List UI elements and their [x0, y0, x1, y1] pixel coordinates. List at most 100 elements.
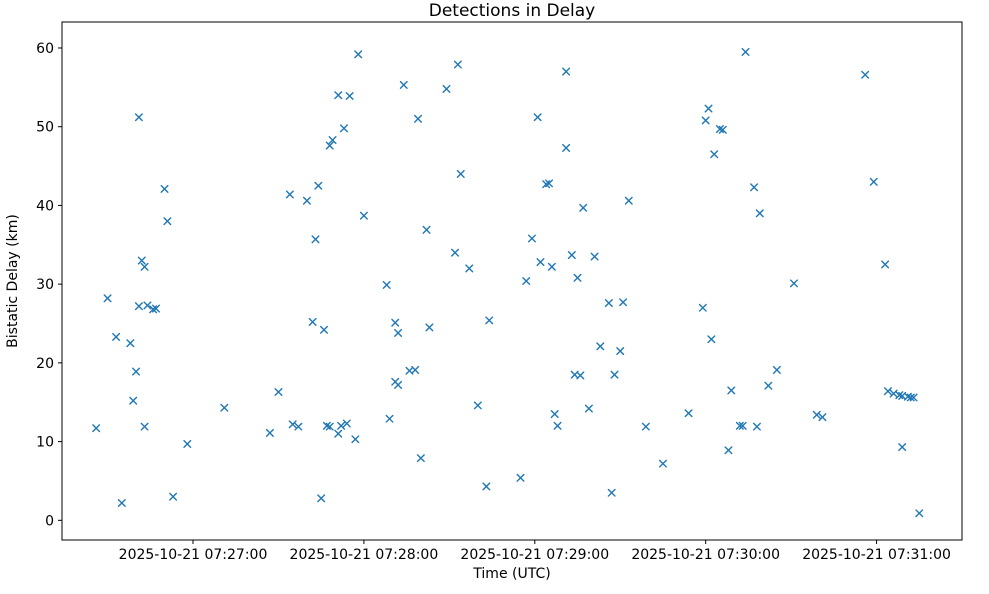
- data-point-marker: [140, 422, 149, 431]
- data-point-marker: [915, 509, 924, 518]
- data-point-marker: [339, 124, 348, 133]
- data-point-marker: [727, 386, 736, 395]
- data-point-marker: [451, 248, 460, 257]
- data-point-marker: [579, 203, 588, 212]
- data-point-marker: [755, 209, 764, 218]
- data-point-marker: [359, 211, 368, 220]
- data-point-marker: [584, 404, 593, 413]
- chart-title: Detections in Delay: [429, 1, 596, 21]
- x-tick-label: 2025-10-21 07:29:00: [460, 547, 609, 563]
- data-point-marker: [704, 104, 713, 113]
- data-point-marker: [334, 429, 343, 438]
- data-point-marker: [881, 260, 890, 269]
- data-point-marker: [453, 60, 462, 69]
- data-point-marker: [337, 421, 346, 430]
- data-point-marker: [550, 410, 559, 419]
- data-point-marker: [391, 318, 400, 327]
- data-point-marker: [151, 304, 160, 313]
- data-point-marker: [311, 235, 320, 244]
- data-point-marker: [342, 419, 351, 428]
- data-point-marker: [812, 410, 821, 419]
- data-point-marker: [735, 421, 744, 430]
- data-point-marker: [724, 446, 733, 455]
- data-point-marker: [750, 183, 759, 192]
- x-tick-label: 2025-10-21 07:27:00: [119, 547, 268, 563]
- data-point-marker: [103, 294, 112, 303]
- data-point-marker: [718, 125, 727, 134]
- data-point-marker: [265, 428, 274, 437]
- data-point-marker: [906, 393, 915, 402]
- data-point-marker: [345, 92, 354, 100]
- data-points: [92, 47, 924, 518]
- data-point-marker: [536, 258, 545, 267]
- data-point-marker: [354, 50, 363, 59]
- data-point-marker: [288, 420, 297, 429]
- data-point-marker: [169, 492, 178, 501]
- data-point-marker: [325, 141, 334, 150]
- data-point-marker: [328, 136, 337, 145]
- data-point-marker: [576, 371, 585, 380]
- data-point-marker: [314, 181, 323, 190]
- data-point-marker: [573, 273, 582, 282]
- x-tick-label: 2025-10-21 07:31:00: [802, 547, 951, 563]
- data-point-marker: [545, 179, 554, 188]
- y-tick-label: 0: [45, 513, 54, 529]
- data-point-marker: [909, 393, 918, 402]
- data-point-marker: [274, 388, 283, 396]
- data-point-marker: [220, 403, 229, 412]
- data-point-marker: [522, 277, 531, 285]
- data-point-marker: [741, 47, 750, 56]
- data-point-marker: [869, 177, 878, 186]
- y-tick-label: 40: [36, 198, 54, 214]
- data-point-marker: [772, 365, 781, 374]
- data-point-marker: [416, 454, 425, 463]
- data-point-marker: [610, 370, 619, 379]
- data-point-marker: [616, 347, 625, 356]
- data-point-marker: [482, 482, 491, 491]
- data-point-marker: [619, 298, 628, 307]
- data-point-marker: [596, 342, 605, 351]
- data-point-marker: [658, 459, 667, 468]
- data-point-marker: [117, 499, 126, 507]
- data-point-marker: [285, 190, 294, 199]
- data-point-marker: [320, 325, 329, 334]
- data-point-marker: [425, 323, 434, 332]
- data-point-marker: [302, 196, 311, 205]
- data-point-marker: [399, 80, 408, 89]
- data-point-marker: [562, 67, 571, 76]
- data-point-marker: [294, 422, 303, 431]
- data-point-marker: [604, 299, 613, 308]
- data-point-marker: [442, 84, 451, 93]
- data-point-marker: [738, 421, 747, 430]
- x-tick-label: 2025-10-21 07:28:00: [290, 547, 439, 563]
- data-point-marker: [590, 252, 599, 261]
- data-point-marker: [883, 387, 892, 396]
- data-point-marker: [465, 264, 474, 273]
- data-point-marker: [710, 150, 719, 159]
- data-point-marker: [547, 262, 556, 271]
- data-point-marker: [129, 396, 138, 405]
- data-point-marker: [92, 424, 101, 433]
- data-point-marker: [789, 279, 798, 288]
- data-point-marker: [140, 262, 149, 271]
- data-point-marker: [351, 435, 360, 444]
- data-point-marker: [516, 473, 525, 482]
- data-point-marker: [764, 381, 773, 390]
- y-tick-label: 50: [36, 120, 54, 136]
- data-point-marker: [183, 439, 192, 448]
- y-tick-label: 20: [36, 356, 54, 372]
- y-tick-label: 30: [36, 277, 54, 293]
- data-point-marker: [701, 116, 710, 125]
- data-point-marker: [334, 91, 343, 100]
- data-point-marker: [553, 421, 562, 430]
- data-point-marker: [567, 251, 576, 260]
- data-point-marker: [485, 316, 494, 325]
- data-point-marker: [641, 422, 650, 431]
- data-point-marker: [394, 380, 403, 389]
- data-point-marker: [707, 335, 716, 344]
- x-tick-label: 2025-10-21 07:30:00: [631, 547, 780, 563]
- data-point-marker: [422, 225, 431, 234]
